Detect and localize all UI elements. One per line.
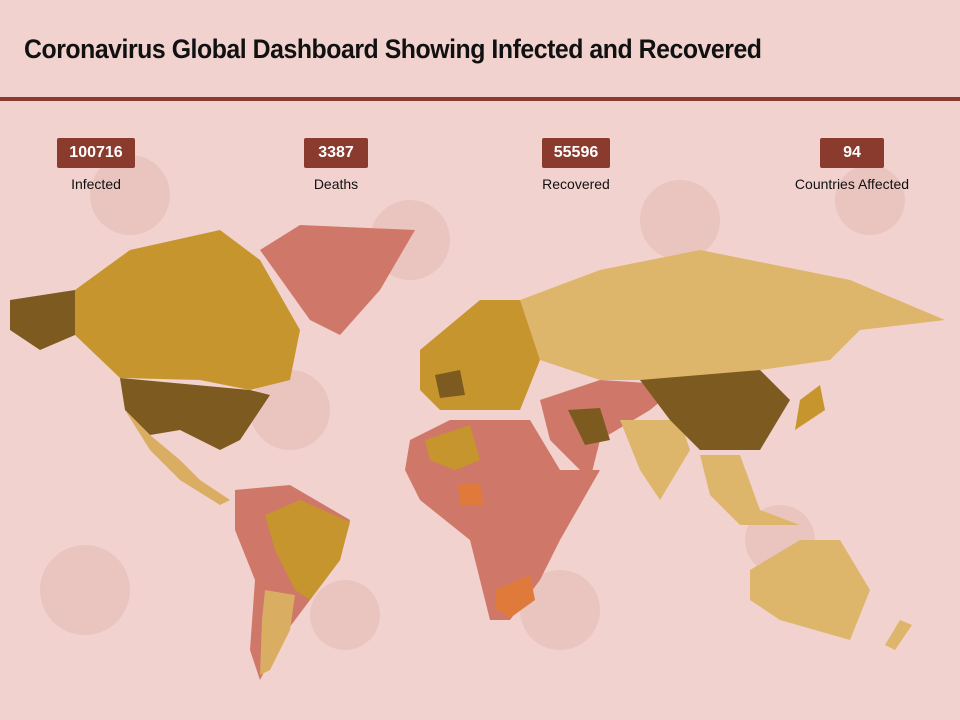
south-africa <box>495 575 535 618</box>
france <box>435 370 465 398</box>
middle-east <box>540 380 680 480</box>
brazil <box>265 500 350 600</box>
india <box>620 420 690 500</box>
usa <box>120 378 270 450</box>
algeria <box>425 425 480 470</box>
china <box>640 370 790 450</box>
stat-label: Recovered <box>542 176 610 192</box>
iran <box>568 408 610 445</box>
stat: 100716 Infected <box>0 138 196 192</box>
mexico <box>125 410 230 505</box>
stat: 3387 Deaths <box>236 138 436 192</box>
stat-value: 100716 <box>57 138 135 168</box>
stat-value: 94 <box>820 138 884 168</box>
argentina <box>260 590 295 675</box>
title: Coronavirus Global Dashboard Showing Inf… <box>24 34 762 64</box>
southeast-asia <box>700 455 800 525</box>
stat-value: 55596 <box>541 138 611 168</box>
nigeria <box>458 483 483 505</box>
stat: 55596 Recovered <box>476 138 676 192</box>
europe <box>420 300 540 410</box>
russia <box>520 250 945 380</box>
stat-label: Countries Affected <box>794 176 910 192</box>
greenland <box>260 225 415 335</box>
new-zealand <box>885 620 912 650</box>
japan <box>795 385 825 430</box>
alaska <box>10 290 75 350</box>
stat: 94 Countries Affected <box>752 138 952 192</box>
divider <box>0 97 960 101</box>
australia <box>750 540 870 640</box>
africa <box>405 420 600 620</box>
canada <box>75 230 300 390</box>
stat-value: 3387 <box>304 138 368 168</box>
stat-label: Deaths <box>313 176 359 192</box>
stat-label: Infected <box>71 176 121 192</box>
